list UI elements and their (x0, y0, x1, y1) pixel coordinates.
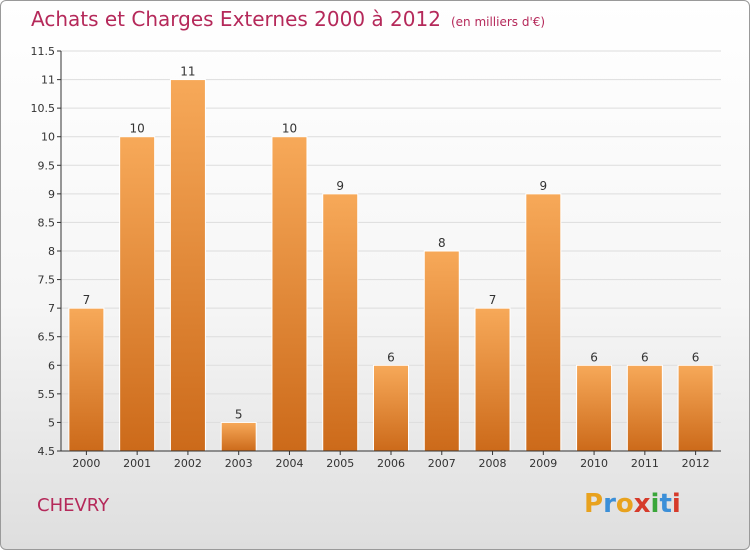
bars (68, 79, 714, 452)
logo-letter: o (615, 489, 634, 519)
x-tick-label: 2009 (529, 457, 557, 470)
data-label: 5 (235, 407, 243, 421)
data-label: 10 (130, 122, 145, 136)
y-tick-label: 8.5 (38, 216, 56, 229)
proxiti-logo[interactable]: Proxiti (584, 489, 681, 519)
bar-2000 (68, 307, 105, 452)
y-tick-label: 8 (48, 245, 55, 258)
y-tick-label: 10.5 (31, 102, 56, 115)
chart-title-text: Achats et Charges Externes 2000 à 2012 (31, 7, 441, 31)
bar-2005 (322, 193, 359, 452)
bar-2011 (626, 364, 663, 452)
y-tick-label: 7.5 (38, 274, 56, 287)
bar-2007 (423, 250, 460, 452)
x-tick-label: 2003 (225, 457, 253, 470)
x-tick-label: 2006 (377, 457, 405, 470)
bar-2009 (525, 193, 562, 452)
logo-letter: i (671, 489, 681, 519)
y-tick-label: 11 (41, 74, 55, 87)
bar-2004 (271, 136, 308, 452)
data-label: 7 (489, 293, 497, 307)
y-tick-label: 9 (48, 188, 55, 201)
bar-2010 (576, 364, 613, 452)
chart-unit-label: (en milliers d'€) (450, 15, 546, 29)
x-tick-label: 2005 (326, 457, 354, 470)
logo-letter: x (633, 489, 651, 519)
data-label: 9 (539, 179, 547, 193)
x-tick-label: 2000 (72, 457, 100, 470)
y-tick-label: 9.5 (38, 159, 56, 172)
axes (57, 50, 721, 455)
bar-2008 (474, 307, 511, 452)
y-tick-label: 5.5 (38, 388, 56, 401)
x-tick-label: 2008 (479, 457, 507, 470)
bar-2003 (220, 421, 257, 452)
chart-title: Achats et Charges Externes 2000 à 2012 (e… (31, 7, 545, 31)
bar-2001 (119, 136, 156, 452)
data-label: 8 (438, 236, 446, 250)
x-tick-label: 2012 (682, 457, 710, 470)
y-tick-label: 5 (48, 416, 55, 429)
y-tick-label: 11.5 (31, 45, 56, 58)
y-tick-label: 6.5 (38, 331, 56, 344)
x-tick-label: 2004 (275, 457, 303, 470)
logo-letter: t (659, 489, 672, 519)
data-label: 10 (282, 122, 297, 136)
labels: 4.5 5 5.5 6 6.5 7 7.5 8 8.5 9 9.5 10 10.5 11 11.5 7 2000… (31, 45, 710, 470)
data-label: 11 (180, 65, 195, 79)
y-tick-label: 4.5 (38, 445, 56, 458)
data-label: 6 (387, 350, 395, 364)
logo-letter: r (603, 489, 616, 519)
data-label: 9 (336, 179, 344, 193)
y-tick-label: 7 (48, 302, 55, 315)
data-label: 6 (641, 350, 649, 364)
data-label: 7 (83, 293, 91, 307)
y-tick-label: 10 (41, 131, 55, 144)
x-tick-label: 2010 (580, 457, 608, 470)
location-name: CHEVRY (37, 495, 110, 516)
x-tick-label: 2007 (428, 457, 456, 470)
x-tick-label: 2002 (174, 457, 202, 470)
bar-2006 (373, 364, 409, 452)
x-tick-label: 2011 (631, 457, 659, 470)
logo-letter: i (650, 489, 660, 519)
x-tick-label: 2001 (123, 457, 151, 470)
data-label: 6 (692, 350, 700, 364)
bar-2002 (169, 79, 206, 452)
logo-letter: P (584, 489, 604, 519)
bar-2012 (677, 364, 714, 452)
data-label: 6 (590, 350, 598, 364)
y-tick-label: 6 (48, 359, 55, 372)
